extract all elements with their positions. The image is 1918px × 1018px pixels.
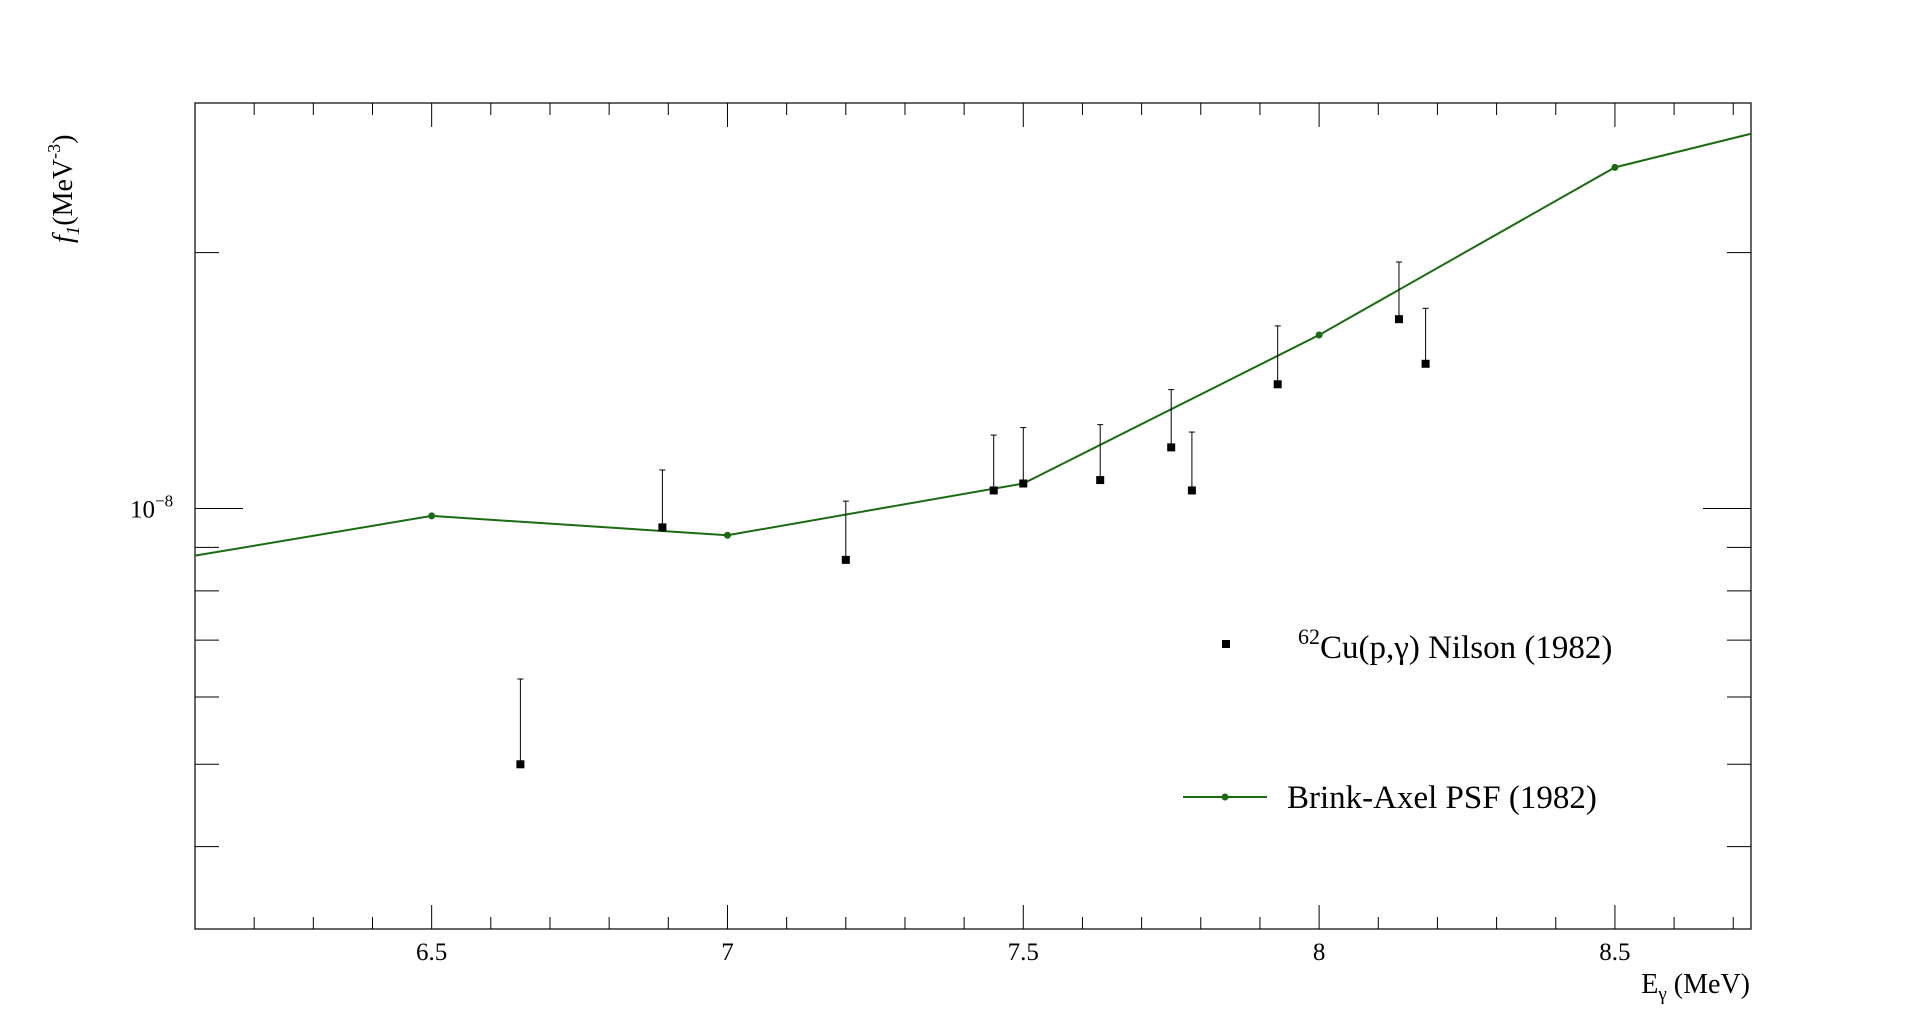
y-tick-label-exponent: −8 bbox=[155, 491, 173, 510]
y-axis-title: f1(MeV-3) bbox=[44, 135, 84, 243]
legend-label-nilson-sup: 62 bbox=[1298, 624, 1320, 649]
x-tick-labels: 6.5 7 7.5 8 8.5 bbox=[416, 939, 1631, 966]
x-axis-title: Eγ (MeV) bbox=[1641, 969, 1750, 1005]
legend-marker-nilson bbox=[1222, 640, 1230, 648]
legend-label-nilson-text: Cu(p,γ) Nilson (1982) bbox=[1320, 630, 1612, 666]
y-axis-title-sup: -3 bbox=[44, 144, 64, 159]
nilson-series bbox=[516, 261, 1430, 769]
legend-label-brink-axel: Brink-Axel PSF (1982) bbox=[1287, 780, 1597, 816]
nilson-point bbox=[989, 486, 998, 495]
y-axis-title-close: ) bbox=[48, 135, 79, 144]
nilson-point bbox=[1421, 359, 1430, 368]
brink-axel-point bbox=[723, 531, 731, 539]
nilson-point bbox=[1273, 380, 1282, 389]
x-tick-label: 8.5 bbox=[1599, 939, 1630, 966]
legend-marker-brink-axel bbox=[1221, 793, 1229, 801]
y-axis-title-main: f bbox=[48, 232, 79, 243]
nilson-point bbox=[658, 523, 667, 532]
brink-axel-line bbox=[194, 132, 1752, 557]
legend-label-nilson: 62Cu(p,γ) Nilson (1982) bbox=[1298, 624, 1612, 666]
nilson-point bbox=[841, 555, 850, 564]
nilson-point bbox=[1187, 486, 1196, 495]
y-tick-labels: 10−8 bbox=[130, 491, 173, 523]
nilson-point bbox=[516, 760, 525, 769]
brink-axel-point bbox=[1611, 163, 1619, 171]
nilson-point bbox=[1096, 476, 1105, 485]
axis-ticks bbox=[194, 103, 1751, 929]
nilson-point bbox=[1167, 443, 1176, 452]
y-tick-label: 10−8 bbox=[130, 491, 173, 523]
brink-axel-series bbox=[194, 132, 1752, 557]
legend: 62Cu(p,γ) Nilson (1982) Brink-Axel PSF (… bbox=[1183, 624, 1612, 816]
x-tick-label: 6.5 bbox=[416, 939, 447, 966]
x-axis-title-main: E bbox=[1641, 969, 1658, 1000]
brink-axel-point bbox=[428, 512, 436, 520]
x-tick-label: 7 bbox=[721, 939, 734, 966]
y-axis-title-tail: (MeV bbox=[48, 159, 79, 226]
plot-frame bbox=[194, 102, 1752, 930]
y-tick-label-base: 10 bbox=[130, 496, 155, 523]
x-tick-label: 7.5 bbox=[1008, 939, 1039, 966]
y-axis-title-sub: 1 bbox=[63, 226, 84, 236]
x-axis-title-sub: γ bbox=[1657, 984, 1666, 1005]
x-axis-title-tail: (MeV) bbox=[1667, 969, 1750, 1000]
brink-axel-point bbox=[1315, 331, 1323, 339]
nilson-point bbox=[1394, 315, 1403, 324]
x-tick-label: 8 bbox=[1313, 939, 1326, 966]
nilson-point bbox=[1019, 479, 1028, 488]
